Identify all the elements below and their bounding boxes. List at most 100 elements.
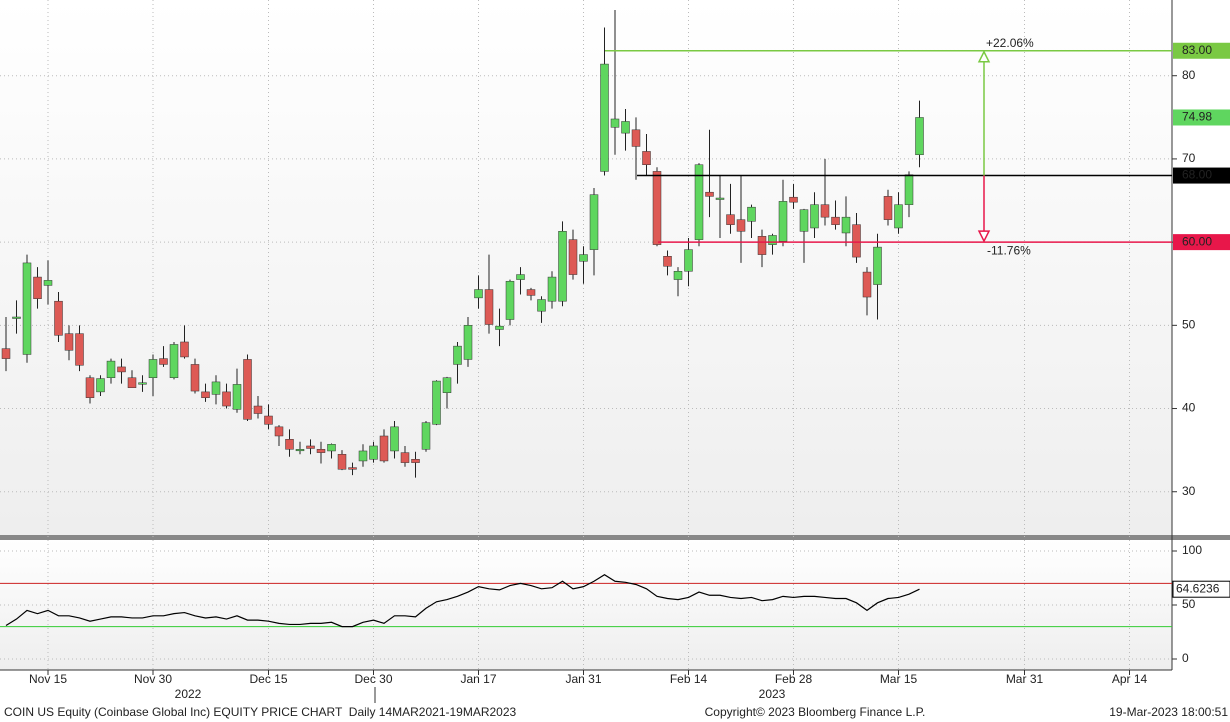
candle-body	[631, 129, 641, 147]
last-value-label: 64.6236	[1176, 581, 1220, 595]
arrow-head	[977, 230, 991, 243]
candle-body	[390, 426, 399, 452]
candle-body	[547, 276, 557, 302]
candle-body	[117, 366, 126, 373]
candle-body	[705, 191, 714, 197]
candle-body	[778, 201, 788, 242]
footer-right: 19-Mar-2023 18:00:51	[1109, 705, 1228, 719]
year-label: 2023	[759, 687, 786, 701]
candle-body	[841, 216, 851, 234]
candle-body	[453, 345, 462, 365]
annotation: -11.76%	[987, 243, 1031, 257]
candle-body	[96, 378, 105, 393]
candle-body	[663, 256, 672, 267]
level-label-box	[1173, 42, 1230, 59]
y-tick-label: 80	[1182, 68, 1196, 82]
candle-body	[274, 426, 284, 437]
candle-body	[22, 262, 32, 355]
candle-body	[558, 231, 567, 302]
candle-body	[799, 209, 809, 232]
candle-body	[915, 117, 924, 156]
y-tick-label: 70	[1182, 151, 1196, 165]
candle-body	[474, 289, 483, 299]
candle-body	[264, 415, 273, 425]
candle-body	[12, 316, 21, 319]
candle-body	[33, 276, 42, 299]
candle-body	[180, 341, 189, 358]
candle-body	[411, 459, 420, 463]
candle-body	[138, 382, 147, 385]
candle-body	[169, 344, 179, 378]
candle-body	[127, 377, 137, 388]
candle-body	[610, 118, 620, 128]
panel-divider	[0, 535, 1230, 540]
y-tick-label: 50	[1182, 597, 1196, 611]
candle-body	[537, 299, 546, 312]
candle-body	[285, 439, 294, 450]
candle-body	[253, 405, 263, 414]
candle-body	[463, 325, 473, 360]
candle-body	[369, 445, 378, 460]
candle-body	[789, 196, 798, 203]
level-label: 83.00	[1182, 43, 1212, 57]
y-tick-label: 100	[1182, 543, 1202, 557]
candle-body	[852, 224, 861, 258]
candle-body	[337, 454, 347, 470]
candle-body	[516, 274, 525, 280]
annotation: +22.06%	[986, 36, 1034, 50]
price-panel	[0, 0, 1172, 535]
candle-body	[211, 381, 221, 395]
x-tick-label: Jan 17	[460, 672, 496, 686]
y-tick-label: 50	[1182, 317, 1196, 331]
level-label: 68.00	[1182, 168, 1212, 182]
x-tick-label: Nov 15	[29, 672, 67, 686]
candle-body	[862, 271, 872, 298]
candle-body	[684, 249, 693, 272]
arrow-head	[977, 50, 991, 63]
candle-body	[358, 450, 368, 462]
candle-body	[1, 348, 11, 359]
y-tick-label: 0	[1182, 651, 1189, 665]
candle-body	[222, 391, 231, 407]
level-label-box	[1173, 234, 1230, 251]
rsi-line	[5, 574, 920, 628]
candle-body	[495, 325, 504, 330]
candle-body	[652, 171, 662, 245]
candle-body	[810, 204, 819, 229]
candle-body	[747, 206, 756, 222]
candle-body	[642, 151, 651, 165]
candle-body	[348, 467, 357, 470]
x-tick-label: Dec 15	[249, 672, 287, 686]
level-label: 60.00	[1182, 234, 1212, 248]
footer-left: COIN US Equity (Coinbase Global Inc) EQU…	[4, 705, 517, 719]
candle-body	[64, 333, 74, 351]
candle-body	[736, 219, 746, 232]
candle-body	[400, 452, 410, 463]
candle-body	[327, 444, 336, 452]
x-tick-label: Feb 14	[670, 672, 708, 686]
year-label: 2022	[175, 687, 202, 701]
candle-body	[232, 384, 242, 410]
candle-body	[873, 246, 882, 285]
candle-body	[379, 435, 389, 462]
candle-body	[148, 359, 158, 378]
candle-body	[484, 289, 494, 325]
candle-body	[579, 254, 588, 262]
last-price-label: 74.98	[1182, 110, 1212, 124]
candle-body	[85, 377, 95, 398]
candle-body	[75, 333, 84, 366]
x-tick-label: Mar 15	[880, 672, 918, 686]
candle-body	[106, 360, 116, 378]
candle-body	[694, 164, 704, 240]
candle-body	[904, 174, 914, 205]
candle-body	[526, 289, 536, 296]
candle-body	[316, 449, 326, 453]
candle-body	[421, 422, 431, 450]
x-tick-label: Feb 28	[775, 672, 813, 686]
candle-body	[757, 236, 767, 255]
candle-body	[820, 204, 830, 218]
candle-body	[568, 239, 578, 275]
level-label-box	[1173, 167, 1230, 184]
candle-body	[243, 359, 252, 420]
